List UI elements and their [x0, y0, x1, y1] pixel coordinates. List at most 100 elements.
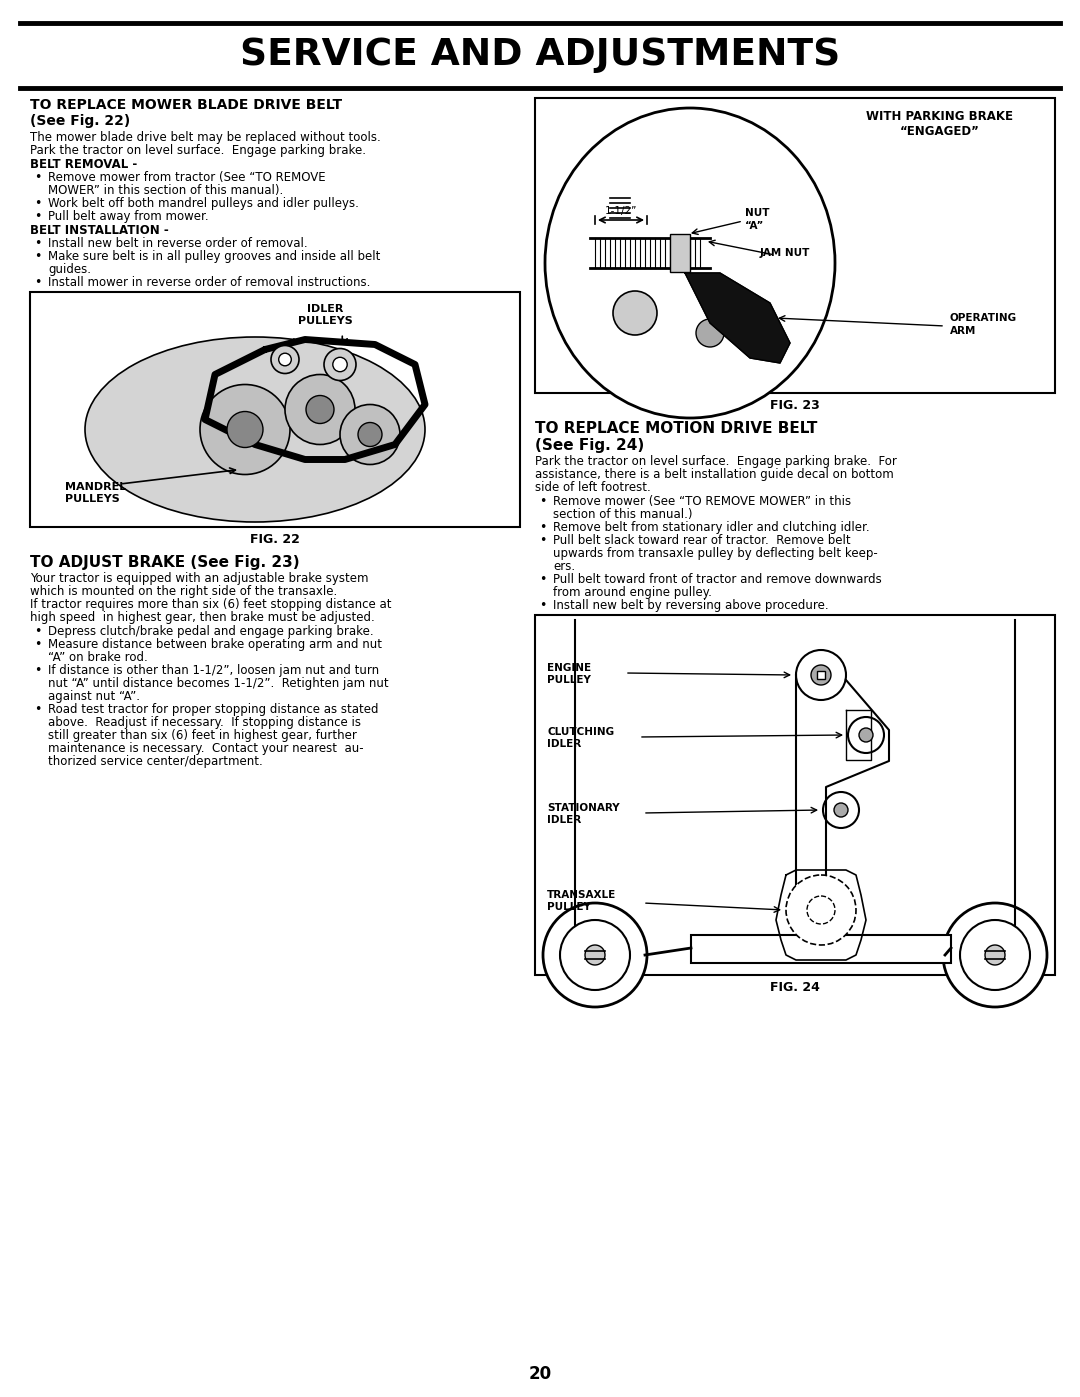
Text: Remove mower (See “TO REMOVE MOWER” in this: Remove mower (See “TO REMOVE MOWER” in t… [553, 495, 851, 509]
Text: ers.: ers. [553, 560, 576, 573]
Text: TO REPLACE MOTION DRIVE BELT: TO REPLACE MOTION DRIVE BELT [535, 420, 818, 436]
Text: BELT INSTALLATION -: BELT INSTALLATION - [30, 224, 168, 237]
Text: •: • [33, 703, 41, 717]
Text: Remove mower from tractor (See “TO REMOVE: Remove mower from tractor (See “TO REMOV… [48, 170, 326, 184]
Text: •: • [33, 638, 41, 651]
Text: IDLER
PULLEYS: IDLER PULLEYS [298, 305, 352, 326]
Text: •: • [33, 277, 41, 289]
Text: Install new belt by reversing above procedure.: Install new belt by reversing above proc… [553, 599, 828, 612]
Text: If tractor requires more than six (6) feet stopping distance at: If tractor requires more than six (6) fe… [30, 598, 391, 610]
Text: Install new belt in reverse order of removal.: Install new belt in reverse order of rem… [48, 237, 308, 250]
Text: •: • [539, 534, 546, 548]
Circle shape [834, 803, 848, 817]
Text: TO REPLACE MOWER BLADE DRIVE BELT: TO REPLACE MOWER BLADE DRIVE BELT [30, 98, 342, 112]
Text: •: • [33, 664, 41, 678]
Text: JAM NUT: JAM NUT [760, 249, 810, 258]
Circle shape [543, 902, 647, 1007]
Circle shape [823, 792, 859, 828]
Bar [691, 935, 951, 963]
Circle shape [271, 345, 299, 373]
Text: SERVICE AND ADJUSTMENTS: SERVICE AND ADJUSTMENTS [240, 36, 840, 73]
Text: (See Fig. 24): (See Fig. 24) [535, 439, 645, 453]
Text: •: • [539, 521, 546, 534]
Text: Pull belt slack toward rear of tractor.  Remove belt: Pull belt slack toward rear of tractor. … [553, 534, 851, 548]
Ellipse shape [85, 337, 426, 522]
Text: FIG. 24: FIG. 24 [770, 981, 820, 995]
Text: Park the tractor on level surface.  Engage parking brake.  For: Park the tractor on level surface. Engag… [535, 455, 896, 468]
Text: nut “A” until distance becomes 1-1/2”.  Retighten jam nut: nut “A” until distance becomes 1-1/2”. R… [48, 678, 389, 690]
Text: OPERATING: OPERATING [950, 313, 1017, 323]
Circle shape [340, 405, 400, 464]
Circle shape [613, 291, 657, 335]
Text: guides.: guides. [48, 263, 91, 277]
Text: Make sure belt is in all pulley grooves and inside all belt: Make sure belt is in all pulley grooves … [48, 250, 380, 263]
Polygon shape [777, 870, 866, 960]
Circle shape [285, 374, 355, 444]
Text: •: • [33, 197, 41, 210]
Text: Depress clutch/brake pedal and engage parking brake.: Depress clutch/brake pedal and engage pa… [48, 624, 374, 638]
Text: against nut “A”.: against nut “A”. [48, 690, 140, 703]
Text: from around engine pulley.: from around engine pulley. [553, 585, 712, 599]
Text: ARM: ARM [950, 326, 976, 337]
Text: •: • [539, 495, 546, 509]
Circle shape [279, 353, 292, 366]
Text: “A”: “A” [745, 221, 765, 231]
Text: TRANSAXLE
PULLEY: TRANSAXLE PULLEY [546, 890, 617, 912]
Text: above.  Readjust if necessary.  If stopping distance is: above. Readjust if necessary. If stoppin… [48, 717, 361, 729]
Text: •: • [33, 170, 41, 184]
Text: NUT: NUT [745, 208, 769, 218]
Text: still greater than six (6) feet in highest gear, further: still greater than six (6) feet in highe… [48, 729, 356, 742]
Text: If distance is other than 1-1/2”, loosen jam nut and turn: If distance is other than 1-1/2”, loosen… [48, 664, 379, 678]
Text: •: • [539, 573, 546, 585]
Text: CLUTCHING
IDLER: CLUTCHING IDLER [546, 726, 615, 749]
Text: •: • [33, 250, 41, 263]
Circle shape [859, 728, 873, 742]
Text: ENGINE
PULLEY: ENGINE PULLEY [546, 664, 591, 685]
Text: assistance, there is a belt installation guide decal on bottom: assistance, there is a belt installation… [535, 468, 894, 481]
Circle shape [306, 395, 334, 423]
Circle shape [786, 875, 856, 944]
Text: which is mounted on the right side of the transaxle.: which is mounted on the right side of th… [30, 585, 337, 598]
Text: FIG. 23: FIG. 23 [770, 400, 820, 412]
Bar [535, 98, 1055, 393]
Circle shape [811, 665, 831, 685]
Text: Pull belt toward front of tractor and remove downwards: Pull belt toward front of tractor and re… [553, 573, 881, 585]
Text: •: • [33, 210, 41, 224]
Text: •: • [33, 237, 41, 250]
Circle shape [985, 944, 1005, 965]
Text: Work belt off both mandrel pulleys and idler pulleys.: Work belt off both mandrel pulleys and i… [48, 197, 359, 210]
Ellipse shape [545, 108, 835, 418]
Circle shape [807, 895, 835, 923]
Text: •: • [33, 624, 41, 638]
Text: maintenance is necessary.  Contact your nearest  au-: maintenance is necessary. Contact your n… [48, 742, 364, 754]
Text: Measure distance between brake operating arm and nut: Measure distance between brake operating… [48, 638, 382, 651]
Text: MANDREL
PULLEYS: MANDREL PULLEYS [65, 482, 126, 503]
Text: “ENGAGED”: “ENGAGED” [900, 124, 980, 138]
Text: high speed  in highest gear, then brake must be adjusted.: high speed in highest gear, then brake m… [30, 610, 375, 624]
Text: (See Fig. 22): (See Fig. 22) [30, 115, 131, 129]
Text: FIG. 22: FIG. 22 [251, 534, 300, 546]
Text: MOWER” in this section of this manual).: MOWER” in this section of this manual). [48, 184, 283, 197]
Text: section of this manual.): section of this manual.) [553, 509, 692, 521]
Text: 1-1/2”: 1-1/2” [605, 205, 637, 217]
Polygon shape [685, 272, 789, 363]
Text: upwards from transaxle pulley by deflecting belt keep-: upwards from transaxle pulley by deflect… [553, 548, 878, 560]
Text: side of left footrest.: side of left footrest. [535, 481, 651, 495]
Circle shape [960, 921, 1030, 990]
Circle shape [357, 422, 382, 447]
Circle shape [796, 650, 846, 700]
Text: Road test tractor for proper stopping distance as stated: Road test tractor for proper stopping di… [48, 703, 378, 717]
Circle shape [943, 902, 1047, 1007]
Text: Remove belt from stationary idler and clutching idler.: Remove belt from stationary idler and cl… [553, 521, 869, 534]
Text: BELT REMOVAL -: BELT REMOVAL - [30, 158, 137, 170]
Text: Pull belt away from mower.: Pull belt away from mower. [48, 210, 208, 224]
Circle shape [200, 384, 291, 475]
Circle shape [848, 717, 885, 753]
Text: thorized service center/department.: thorized service center/department. [48, 754, 262, 768]
Text: Your tractor is equipped with an adjustable brake system: Your tractor is equipped with an adjusta… [30, 571, 368, 585]
Bar [30, 292, 519, 527]
Text: “A” on brake rod.: “A” on brake rod. [48, 651, 148, 664]
Bar [535, 615, 1055, 975]
Text: Park the tractor on level surface.  Engage parking brake.: Park the tractor on level surface. Engag… [30, 144, 366, 156]
Text: Install mower in reverse order of removal instructions.: Install mower in reverse order of remova… [48, 277, 370, 289]
